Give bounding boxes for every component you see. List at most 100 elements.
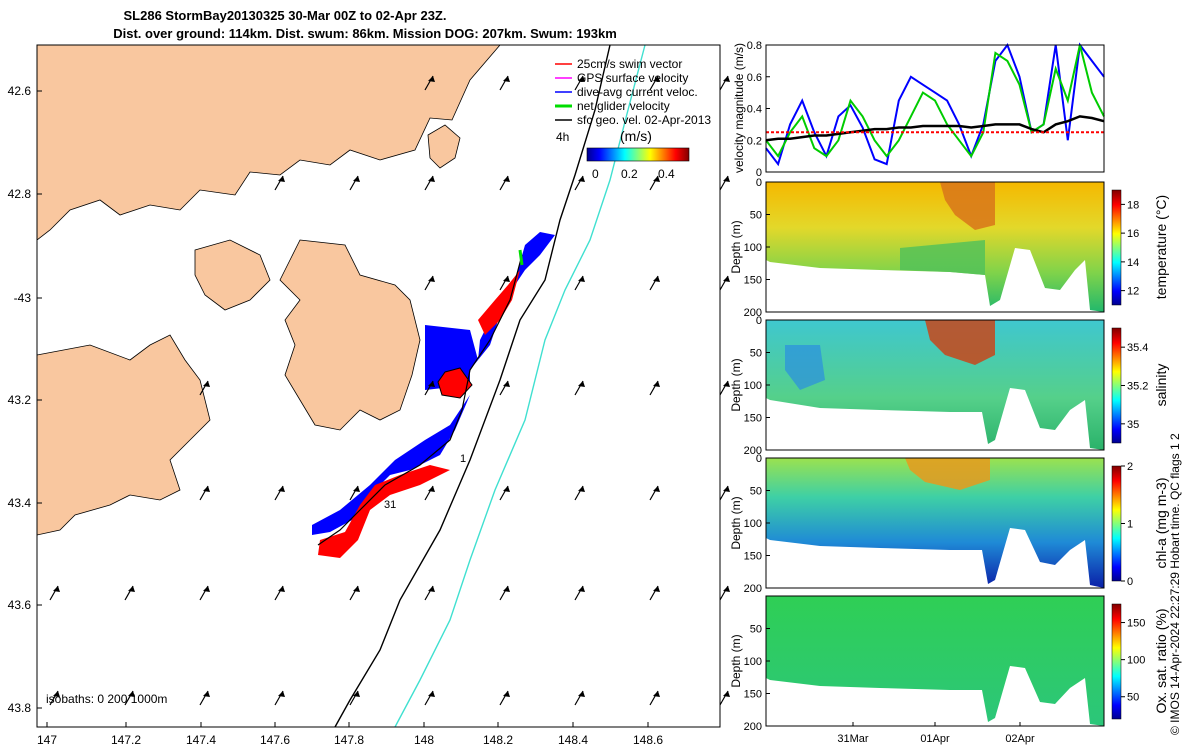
land-south	[37, 334, 211, 536]
colorbar-tick-label: 12	[1127, 286, 1139, 298]
geo-arrow-head	[578, 176, 585, 182]
velocity-y-tick-label: 0.4	[747, 104, 762, 116]
temperature-warm-patch	[940, 182, 995, 230]
colorbar-label: (m/s)	[620, 128, 652, 144]
geo-arrow-head	[428, 76, 435, 82]
colorbar-tick-label: 1	[1127, 519, 1133, 531]
map-x-tick-label: 147.6	[260, 733, 290, 747]
geo-arrow-head	[578, 276, 585, 282]
salinity-field	[766, 320, 1104, 450]
current-vector-swath	[425, 232, 555, 390]
swim-vector-swath	[478, 270, 520, 335]
geo-arrow-head	[723, 586, 730, 592]
map-x-tick-label: 148	[414, 733, 434, 747]
depth-tick-label: 150	[744, 275, 762, 287]
geo-arrow-head	[428, 586, 435, 592]
geo-arrow-head	[503, 381, 510, 387]
depth-tick-label: 50	[750, 624, 762, 636]
map-y-tick-label: 42.6	[8, 84, 32, 98]
temperature-colorbar	[1111, 189, 1122, 306]
colorbar-tick-label: 150	[1127, 618, 1145, 630]
isobath-200	[334, 44, 611, 728]
velocity-panel: 0 0.2 0.4 0.6 0.8 velocity magnitude (m/s)	[732, 40, 1105, 179]
colorbar-tick-label: 2	[1127, 461, 1133, 473]
geo-arrow-head	[653, 76, 660, 82]
geo-arrow-head	[653, 276, 660, 282]
legend-label-geo: sfc geo. vel. 02-Apr-2013	[577, 113, 711, 127]
land-east-island	[427, 124, 461, 169]
map-x-tick-label: 147.2	[111, 733, 141, 747]
swim-vector-swath-south	[318, 465, 450, 558]
geo-arrow-head	[503, 176, 510, 182]
geo-arrow-head	[428, 486, 435, 492]
depth-tick-label: 50	[750, 210, 762, 222]
oxygen-clabel: Ox. sat. ratio (%)	[1153, 608, 1169, 713]
land-peninsula	[279, 239, 421, 431]
map-x-tick-label: 147.8	[334, 733, 364, 747]
depth-tick-label: 100	[744, 656, 762, 668]
geo-arrow-head	[723, 176, 730, 182]
depth-tick-label: 0	[756, 177, 762, 189]
geo-arrow-head	[428, 691, 435, 697]
depth-tick-label: 150	[744, 689, 762, 701]
geo-arrow-head	[353, 486, 360, 492]
velocity-lines	[765, 42, 1105, 167]
oxygen-colorbar	[1111, 603, 1122, 720]
velocity-series-line	[765, 115, 1105, 142]
salinity-panel: Depth (m) salinity	[729, 319, 1169, 451]
map-y-ticks: 42.6 42.8 -43 43.2 43.4 43.6 43.8	[8, 84, 42, 715]
map-y-tick-label: 43.6	[8, 598, 32, 612]
depth-tick-label: 150	[744, 551, 762, 563]
temperature-ylabel: Depth (m)	[729, 220, 743, 273]
geo-arrow-head	[203, 691, 210, 697]
velocity-y-tick-label: 0.6	[747, 72, 762, 84]
chla-field	[766, 458, 1104, 588]
salinity-high-patch	[925, 320, 995, 365]
velocity-y-tick-label: 0.8	[747, 40, 762, 52]
geo-arrow-head	[578, 381, 585, 387]
velocity-ylabel: velocity magnitude (m/s)	[732, 43, 746, 173]
geo-arrow-head	[578, 486, 585, 492]
map-y-tick-label: 43.8	[8, 701, 32, 715]
glider-path	[317, 254, 523, 546]
colorbar-tick-label: 35	[1127, 419, 1139, 431]
colorbar-tick-0: 0	[592, 167, 599, 181]
section-axis-ticks: 050100150200121416180501001502003535.235…	[744, 177, 1149, 745]
map-frame	[36, 44, 721, 728]
land-north	[37, 45, 501, 241]
current-vector-swath-south	[312, 395, 470, 535]
geo-arrow-head	[723, 76, 730, 82]
oxygen-field	[766, 596, 1104, 726]
depth-tick-label: 200	[744, 445, 762, 457]
depth-tick-label: 150	[744, 413, 762, 425]
geo-arrow-head	[128, 691, 135, 697]
salinity-clabel: salinity	[1153, 364, 1169, 407]
geo-arrow-head	[723, 276, 730, 282]
chla-ylabel: Depth (m)	[729, 496, 743, 549]
geo-arrow-head	[723, 691, 730, 697]
legend-label-gps: GPS surface velocity	[577, 71, 688, 85]
time-tick-label: 31Mar	[837, 733, 869, 745]
map-x-tick-label: 148.4	[558, 733, 588, 747]
salinity-low-patch	[785, 345, 825, 390]
velocity-y-ticks: 0 0.2 0.4 0.6 0.8	[747, 40, 770, 179]
colorbar-prefix: 4h	[556, 130, 569, 144]
geo-arrow-head	[278, 486, 285, 492]
velocity-series-line	[765, 42, 1105, 167]
colorbar-tick-label: 14	[1127, 257, 1139, 269]
geo-arrow-head	[723, 381, 730, 387]
velocity-y-tick-label: 0.2	[747, 135, 762, 147]
geo-arrow-head	[353, 586, 360, 592]
geo-arrow-head	[578, 691, 585, 697]
legend-label-swim: 25cm/s swim vector	[577, 57, 682, 71]
map-y-tick-label: 42.8	[8, 187, 32, 201]
colorbar-tick-label: 35.2	[1127, 381, 1148, 393]
chla-panel: Depth (m) chl-a (mg m-3)	[729, 457, 1169, 589]
geo-arrow-head	[353, 691, 360, 697]
geo-arrow-head	[503, 276, 510, 282]
depth-tick-label: 0	[756, 315, 762, 327]
map-x-tick-label: 148.6	[633, 733, 663, 747]
isobath-1000	[394, 44, 646, 728]
geo-arrow-head	[428, 381, 435, 387]
chla-clabel: chl-a (mg m-3)	[1153, 477, 1169, 568]
